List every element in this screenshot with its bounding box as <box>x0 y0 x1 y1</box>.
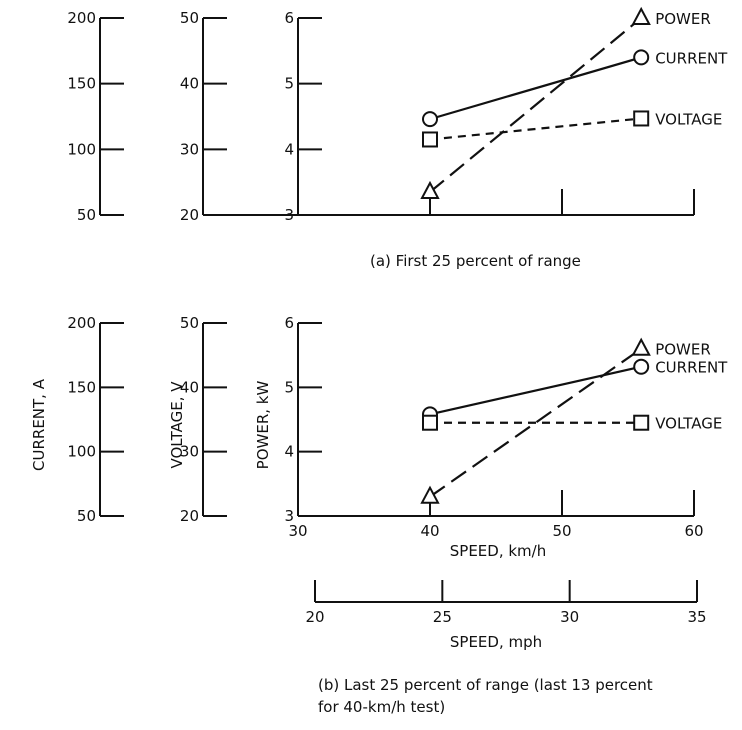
caption-b-line-2: for 40-km/h test) <box>318 698 445 716</box>
power-point-marker <box>420 180 440 200</box>
power-point-marker <box>631 337 651 356</box>
caption-b: (b) Last 25 percent of range (last 13 pe… <box>318 676 657 716</box>
x-tick-label-mph: 35 <box>687 608 706 626</box>
x-tick-label-mph: 30 <box>560 608 579 626</box>
current-tick-label: 50 <box>77 206 96 224</box>
current-tick-label: 150 <box>67 378 96 396</box>
x-tick-label-kmh: 40 <box>420 522 439 540</box>
power-point-marker <box>420 485 440 504</box>
current-series-line <box>429 56 642 121</box>
x-tick-label-kmh: 60 <box>684 522 703 540</box>
x-axis-title-kmh: SPEED, km/h <box>450 542 546 560</box>
voltage-series-label: VOLTAGE <box>655 415 722 433</box>
voltage-tick-label: 30 <box>180 443 199 461</box>
current-tick-label: 50 <box>77 507 96 525</box>
voltage-tick-label: 20 <box>180 206 199 224</box>
power-point-marker <box>631 6 651 25</box>
current-tick-label: 150 <box>67 75 96 93</box>
voltage-tick-label: 40 <box>180 75 199 93</box>
x-tick-label-kmh: 30 <box>288 522 307 540</box>
power-tick-label: 6 <box>284 314 294 332</box>
voltage-tick-label: 20 <box>180 507 199 525</box>
voltage-tick-label: 40 <box>180 378 199 396</box>
voltage-point-marker <box>633 110 650 127</box>
voltage-point-marker <box>633 414 650 431</box>
voltage-axis-title: VOLTAGE, V <box>168 381 186 469</box>
current-tick-label: 200 <box>67 314 96 332</box>
x-tick-label-mph: 25 <box>433 608 452 626</box>
power-series-line <box>429 347 642 498</box>
power-tick-label: 5 <box>284 75 294 93</box>
current-tick-label: 100 <box>67 443 96 461</box>
power-axis-title: POWER, kW <box>254 381 272 470</box>
voltage-tick-label: 30 <box>180 140 199 158</box>
voltage-tick-label: 50 <box>180 9 199 27</box>
power-tick-label: 3 <box>284 507 294 525</box>
voltage-point-marker <box>422 131 438 148</box>
power-series-label: POWER <box>655 10 711 28</box>
voltage-point-marker <box>422 414 438 431</box>
power-tick-label: 4 <box>284 443 294 461</box>
power-series-line <box>429 17 642 193</box>
panel-a: 20015010050504030206543POWERCURRENTVOLTA… <box>67 6 728 224</box>
voltage-series-label: VOLTAGE <box>655 110 722 128</box>
current-series-label: CURRENT <box>655 49 728 67</box>
current-series-line <box>429 365 642 416</box>
current-point-marker <box>422 111 438 128</box>
caption-b-line-1: (b) Last 25 percent of range (last 13 pe… <box>318 676 653 694</box>
x-axis-title-mph: SPEED, mph <box>450 633 542 651</box>
current-tick-label: 100 <box>67 140 96 158</box>
current-point-marker <box>633 358 650 375</box>
current-series-label: CURRENT <box>655 359 728 377</box>
voltage-tick-label: 50 <box>180 314 199 332</box>
power-tick-label: 4 <box>284 140 294 158</box>
power-series-label: POWER <box>655 341 711 359</box>
voltage-series-line <box>429 117 642 141</box>
current-point-marker <box>633 49 650 66</box>
caption-a: (a) First 25 percent of range <box>370 252 581 270</box>
power-tick-label: 6 <box>284 9 294 27</box>
current-tick-label: 200 <box>67 9 96 27</box>
x-tick-label-kmh: 50 <box>552 522 571 540</box>
current-axis-title: CURRENT, A <box>30 378 48 471</box>
power-tick-label: 5 <box>284 378 294 396</box>
x-tick-label-mph: 20 <box>305 608 324 626</box>
